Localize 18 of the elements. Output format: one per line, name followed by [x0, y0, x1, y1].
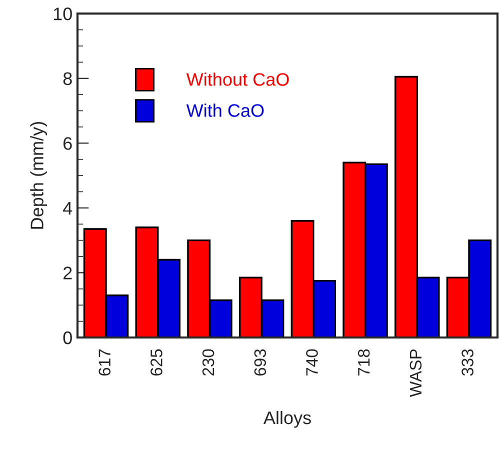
x-tick-label: 693 [254, 349, 266, 376]
x-tick-label: 333 [462, 349, 474, 376]
legend-label: Without CaO [186, 72, 289, 86]
y-tick-label: 10 [54, 8, 72, 20]
y-tick-label: 0 [63, 331, 72, 344]
x-tick-label: 230 [202, 349, 214, 376]
y-tick-label: 8 [63, 72, 72, 86]
legend-label: With CaO [186, 104, 264, 117]
y-tick-label: 2 [64, 266, 72, 280]
x-tick-label: 740 [306, 349, 318, 376]
y-tick-label: 6 [64, 137, 72, 150]
x-tick-label: 625 [150, 349, 162, 376]
y-tick-label: 4 [63, 202, 72, 214]
x-axis-title: Alloys [263, 410, 311, 428]
x-tick-label: 718 [358, 349, 370, 376]
x-tick-label: WASP [410, 349, 422, 397]
y-axis-title: Depth (mm/y) [30, 122, 47, 229]
x-tick-label: 617 [98, 349, 110, 376]
